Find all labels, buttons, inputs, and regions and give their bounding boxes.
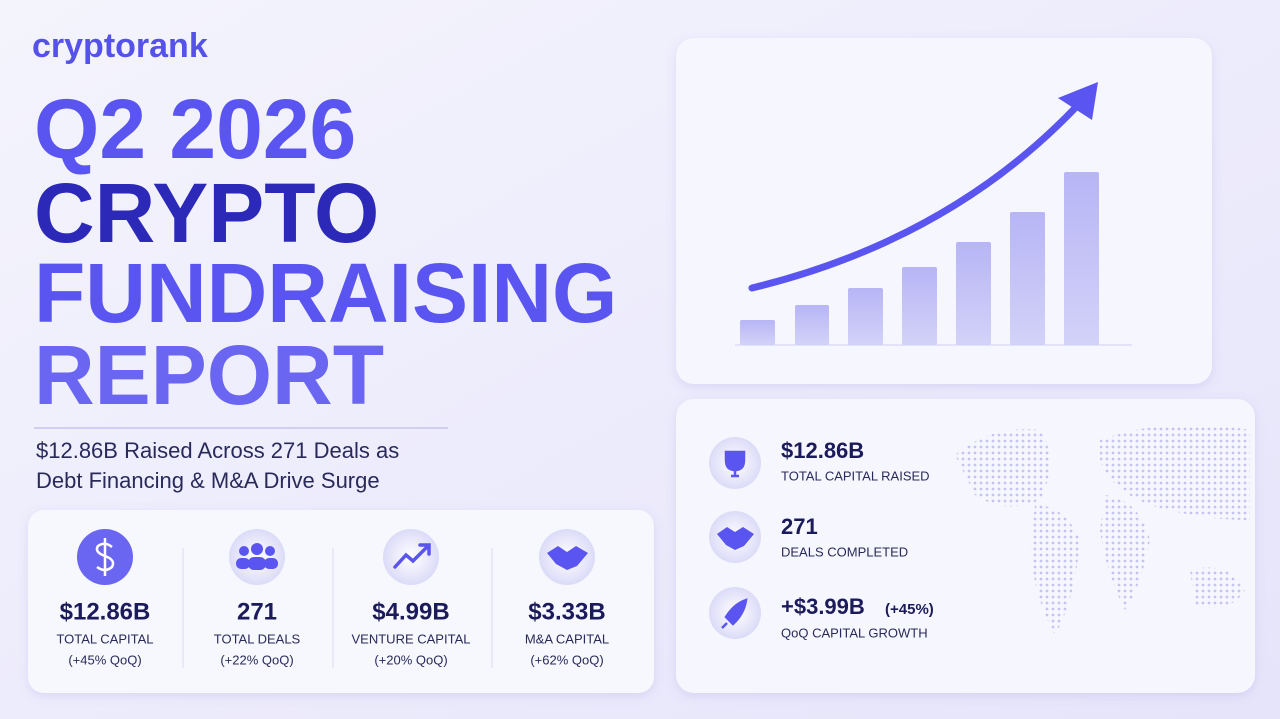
stat-value: $3.33B xyxy=(528,598,605,625)
title-line: CRYPTO xyxy=(34,166,379,260)
people-glyph xyxy=(236,543,278,570)
stat-label: VENTURE CAPITAL xyxy=(352,631,471,646)
stat-value: 271 xyxy=(237,598,277,625)
highlight-value: +$3.99B xyxy=(781,594,865,619)
handshake-glyph xyxy=(717,527,754,550)
stat-label: TOTAL CAPITAL xyxy=(56,631,153,646)
stat-label: TOTAL DEALS xyxy=(214,631,301,646)
handshake-glyph xyxy=(547,546,588,570)
stats-card xyxy=(28,510,654,693)
title-line: Q2 2026 xyxy=(34,82,356,176)
highlight-label: TOTAL CAPITAL RAISED xyxy=(781,468,930,483)
highlight-value: $12.86B xyxy=(781,438,864,463)
stat-value: $4.99B xyxy=(372,598,449,625)
highlight-value: 271 xyxy=(781,514,818,539)
stat-value: $12.86B xyxy=(60,598,151,625)
highlight-label: DEALS COMPLETED xyxy=(781,544,908,559)
subtitle: $12.86B Raised Across 271 Deals as xyxy=(36,438,399,463)
trophy-glyph xyxy=(724,450,746,478)
stat-change: (+45% QoQ) xyxy=(68,652,141,667)
illustration-arrowhead xyxy=(1058,82,1098,120)
highlight-note: (+45%) xyxy=(885,601,934,618)
stat-columns: $12.86B TOTAL CAPITAL (+45% QoQ) 271 TOT… xyxy=(56,598,609,667)
trend-glyph xyxy=(393,543,431,569)
stat-label: M&A CAPITAL xyxy=(525,631,609,646)
dollar-glyph xyxy=(95,538,115,576)
stat-change: (+22% QoQ) xyxy=(220,652,293,667)
world-map xyxy=(955,424,1250,635)
title-line: FUNDRAISING xyxy=(34,246,617,340)
highlight-label: QoQ CAPITAL GROWTH xyxy=(781,625,928,640)
logo: cryptorank xyxy=(32,27,208,65)
subtitle: Debt Financing & M&A Drive Surge xyxy=(36,468,380,493)
title-line: REPORT xyxy=(34,328,384,422)
stat-change: (+62% QoQ) xyxy=(530,652,603,667)
rocket-glyph xyxy=(721,598,748,629)
stat-dividers xyxy=(182,548,493,668)
stat-change: (+20% QoQ) xyxy=(374,652,447,667)
illustration-arrow xyxy=(748,101,1082,292)
illustration-bars xyxy=(740,172,1099,345)
